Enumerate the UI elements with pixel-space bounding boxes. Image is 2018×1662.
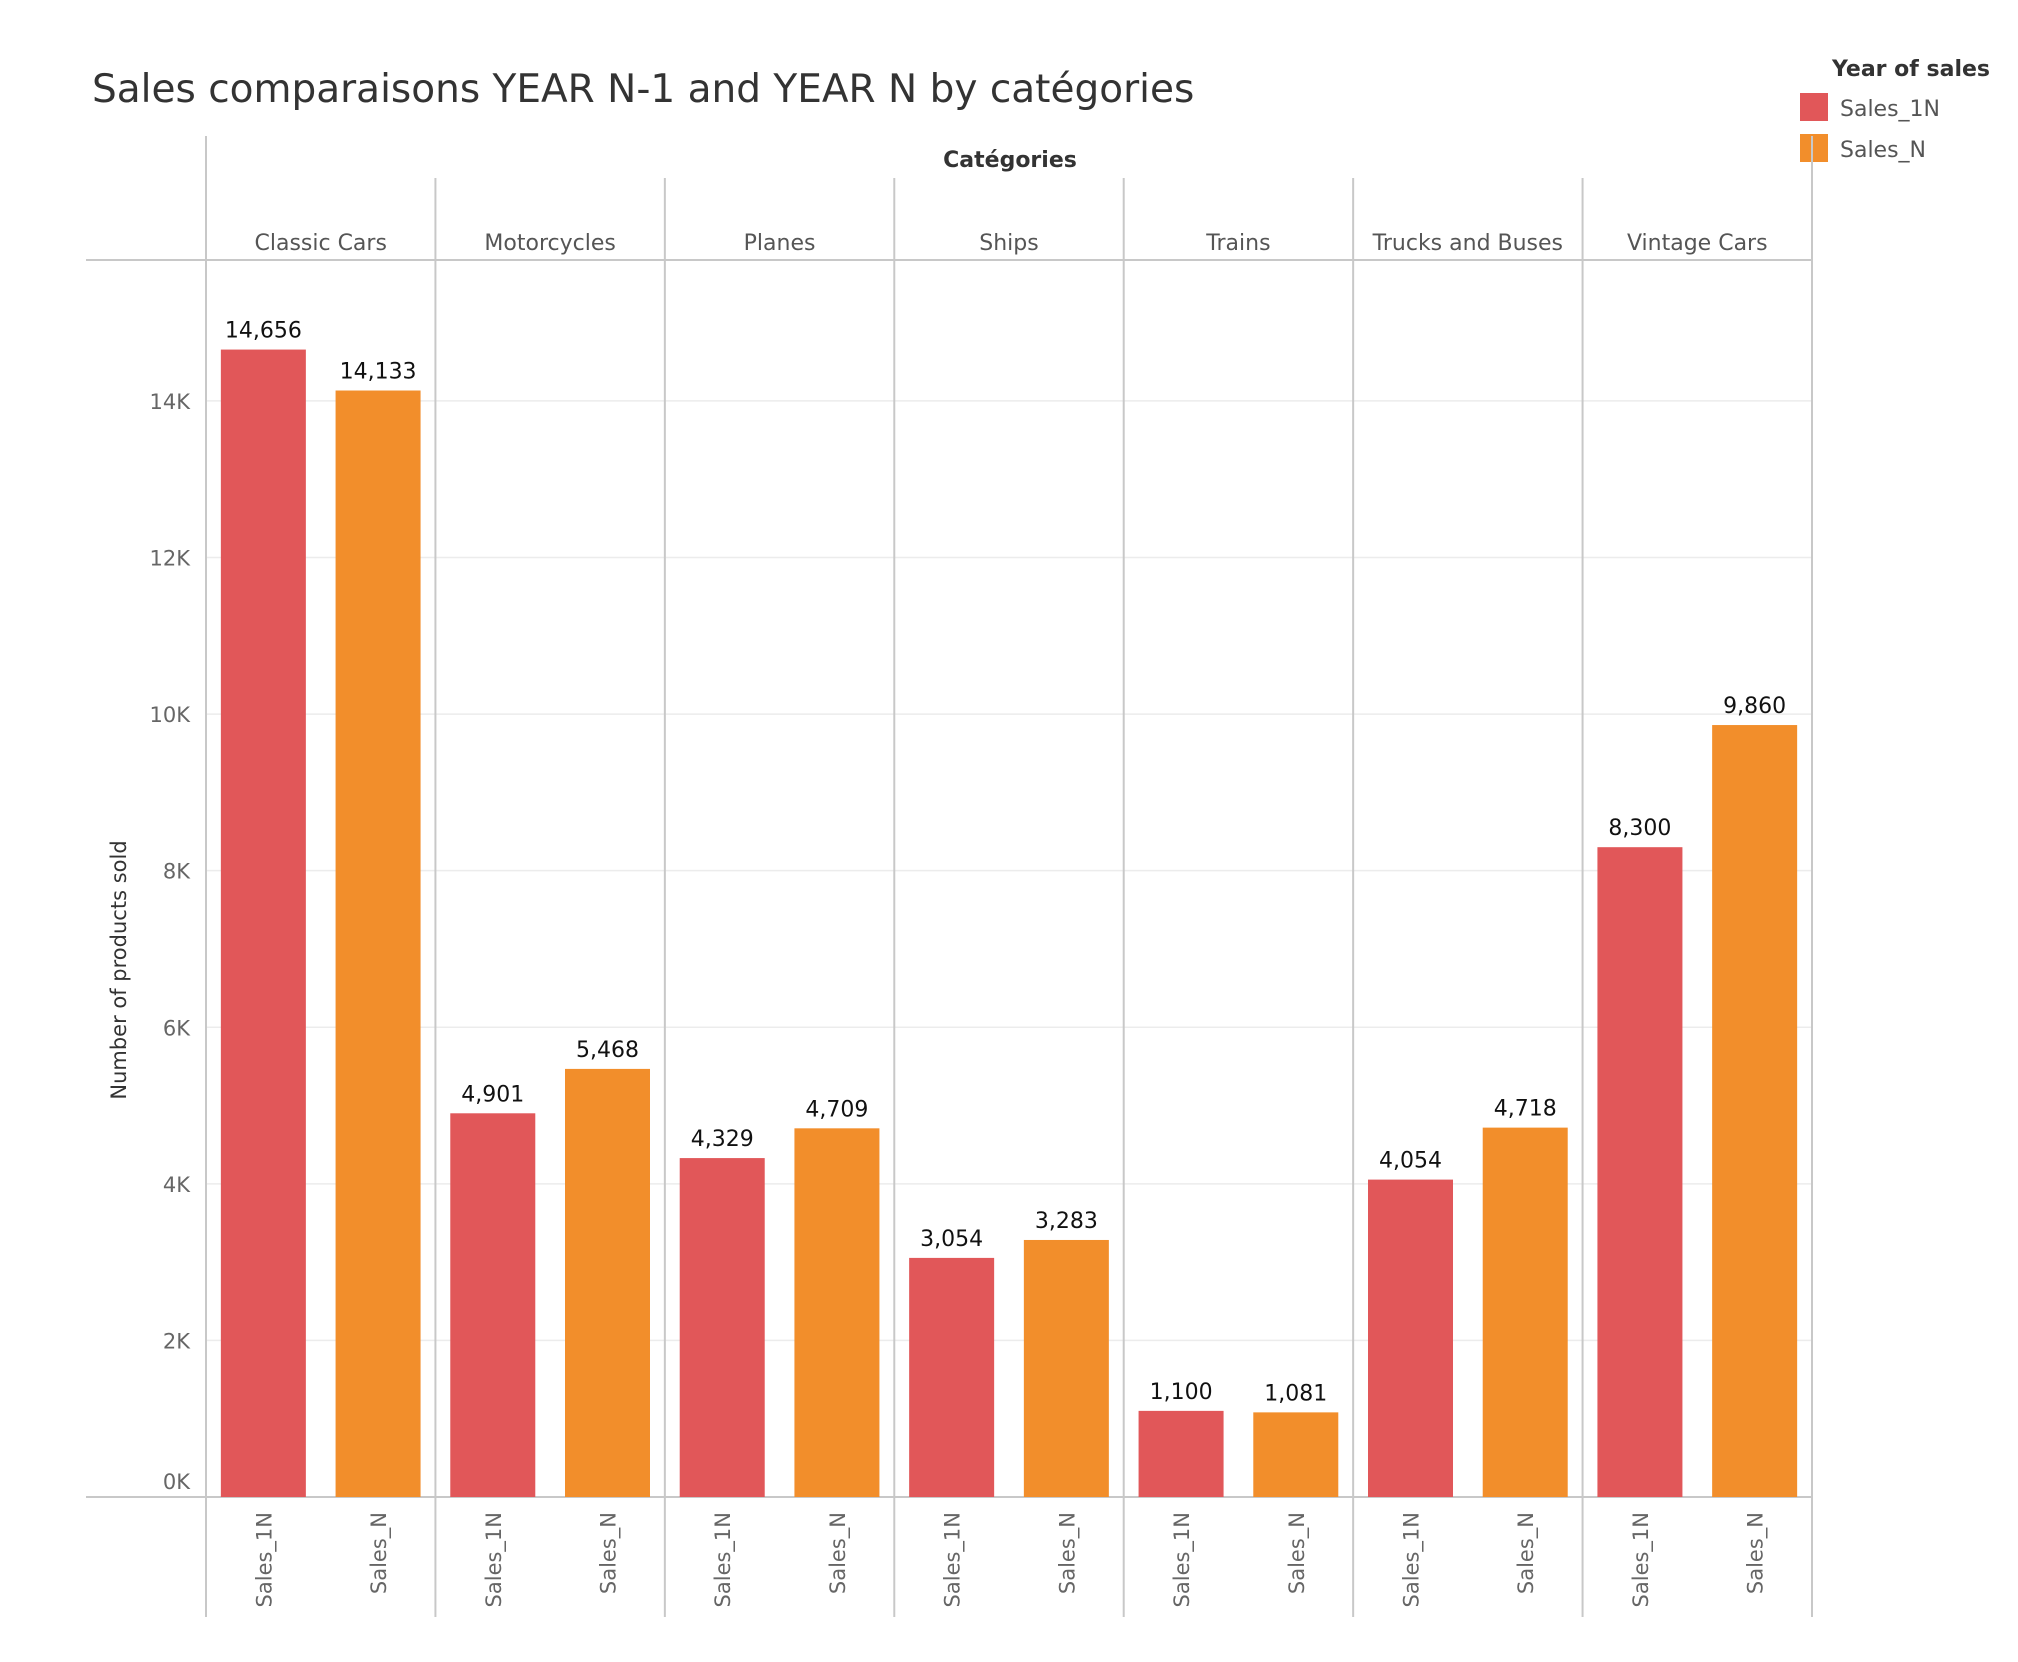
x-axis-ticks: Sales_1N Sales_N Sales_1N Sales_N Sales_1N Sa…	[252, 1512, 1768, 1607]
bar-ships-sales-1n	[909, 1257, 995, 1497]
x-tick-label: Sales_1N	[252, 1512, 277, 1607]
y-tick-label: 8K	[163, 860, 191, 884]
y-tick-label: 14K	[150, 390, 192, 414]
bar-planes-sales-n	[794, 1128, 880, 1497]
x-tick-label: Sales_1N	[941, 1512, 966, 1607]
bars	[220, 349, 1798, 1497]
data-label-planes-sales-1n: 4,329	[691, 1127, 754, 1152]
x-tick-label: Sales_N	[1514, 1512, 1539, 1594]
x-tick-label: Sales_N	[1744, 1512, 1769, 1594]
data-label-trucks-and-buses-sales-n: 4,718	[1494, 1097, 1557, 1122]
category-header-trucks-and-buses: Trucks and Buses	[1372, 231, 1563, 256]
x-tick-label: Sales_1N	[1170, 1512, 1195, 1607]
bar-classic-cars-sales-1n	[220, 349, 306, 1497]
bar-trains-sales-1n	[1138, 1410, 1224, 1497]
category-header-vintage-cars: Vintage Cars	[1627, 231, 1768, 256]
category-header-ships: Ships	[979, 231, 1038, 256]
bar-trucks-and-buses-sales-1n	[1368, 1179, 1453, 1497]
legend-swatch-sales-n	[1800, 134, 1828, 162]
bar-planes-sales-1n	[679, 1158, 765, 1497]
y-tick-label: 10K	[150, 703, 192, 727]
bar-motorcycles-sales-1n	[450, 1113, 536, 1497]
data-labels: 14,656 14,133 4,901 5,468 4,329 4,709 3,054 3,2…	[225, 319, 1786, 1407]
category-header-classic-cars: Classic Cars	[254, 231, 386, 256]
data-label-vintage-cars-sales-n: 9,860	[1723, 694, 1786, 719]
legend-label-sales-1n[interactable]: Sales_1N	[1840, 97, 1940, 122]
x-tick-label: Sales_N	[597, 1512, 622, 1594]
chart-title: Sales comparaisons YEAR N-1 and YEAR N b…	[92, 67, 1194, 112]
y-tick-label: 2K	[163, 1329, 191, 1353]
category-header-motorcycles: Motorcycles	[484, 231, 615, 256]
column-header: Catégories	[943, 148, 1077, 173]
gridlines	[206, 400, 1812, 1342]
data-label-trains-sales-n: 1,081	[1264, 1381, 1327, 1406]
x-tick-label: Sales_1N	[1400, 1512, 1425, 1607]
data-label-motorcycles-sales-1n: 4,901	[461, 1082, 524, 1107]
data-label-motorcycles-sales-n: 5,468	[576, 1038, 639, 1063]
x-tick-label: Sales_N	[1055, 1512, 1080, 1594]
y-axis-label: Number of products sold	[107, 840, 131, 1099]
y-tick-label: 6K	[163, 1016, 191, 1040]
legend-swatch-sales-1n	[1800, 93, 1828, 121]
legend: Year of sales Sales_1N Sales_N	[1800, 57, 1990, 163]
bar-classic-cars-sales-n	[335, 390, 421, 1497]
x-tick-label: Sales_1N	[482, 1512, 507, 1607]
data-label-classic-cars-sales-1n: 14,656	[225, 319, 302, 344]
bar-vintage-cars-sales-n	[1712, 725, 1798, 1497]
data-label-classic-cars-sales-n: 14,133	[340, 360, 417, 385]
y-axis-ticks: 0K 2K 4K 6K 8K 10K 12K 14K	[150, 390, 192, 1494]
x-tick-label: Sales_1N	[711, 1512, 736, 1607]
data-label-vintage-cars-sales-1n: 8,300	[1608, 816, 1671, 841]
category-header-trains: Trains	[1205, 231, 1270, 256]
data-label-trucks-and-buses-sales-1n: 4,054	[1379, 1149, 1442, 1174]
data-label-planes-sales-n: 4,709	[805, 1097, 868, 1122]
data-label-trains-sales-1n: 1,100	[1150, 1380, 1213, 1405]
category-header-planes: Planes	[744, 231, 816, 256]
x-tick-label: Sales_1N	[1629, 1512, 1654, 1607]
bar-ships-sales-n	[1023, 1239, 1109, 1497]
legend-title: Year of sales	[1831, 57, 1990, 82]
bar-vintage-cars-sales-1n	[1597, 847, 1683, 1497]
y-tick-label: 0K	[163, 1470, 191, 1494]
x-tick-label: Sales_N	[1285, 1512, 1310, 1594]
bar-trucks-and-buses-sales-n	[1482, 1127, 1568, 1497]
bar-motorcycles-sales-n	[565, 1068, 650, 1497]
category-panels: Classic Cars Motorcycles Planes Ships Trains…	[86, 136, 1813, 1617]
data-label-ships-sales-n: 3,283	[1035, 1209, 1098, 1234]
y-tick-label: 12K	[150, 547, 192, 571]
data-label-ships-sales-1n: 3,054	[920, 1227, 983, 1252]
legend-label-sales-n[interactable]: Sales_N	[1840, 138, 1926, 163]
y-tick-label: 4K	[163, 1173, 191, 1197]
x-tick-label: Sales_N	[826, 1512, 851, 1594]
x-tick-label: Sales_N	[367, 1512, 392, 1594]
bar-trains-sales-n	[1253, 1412, 1339, 1497]
